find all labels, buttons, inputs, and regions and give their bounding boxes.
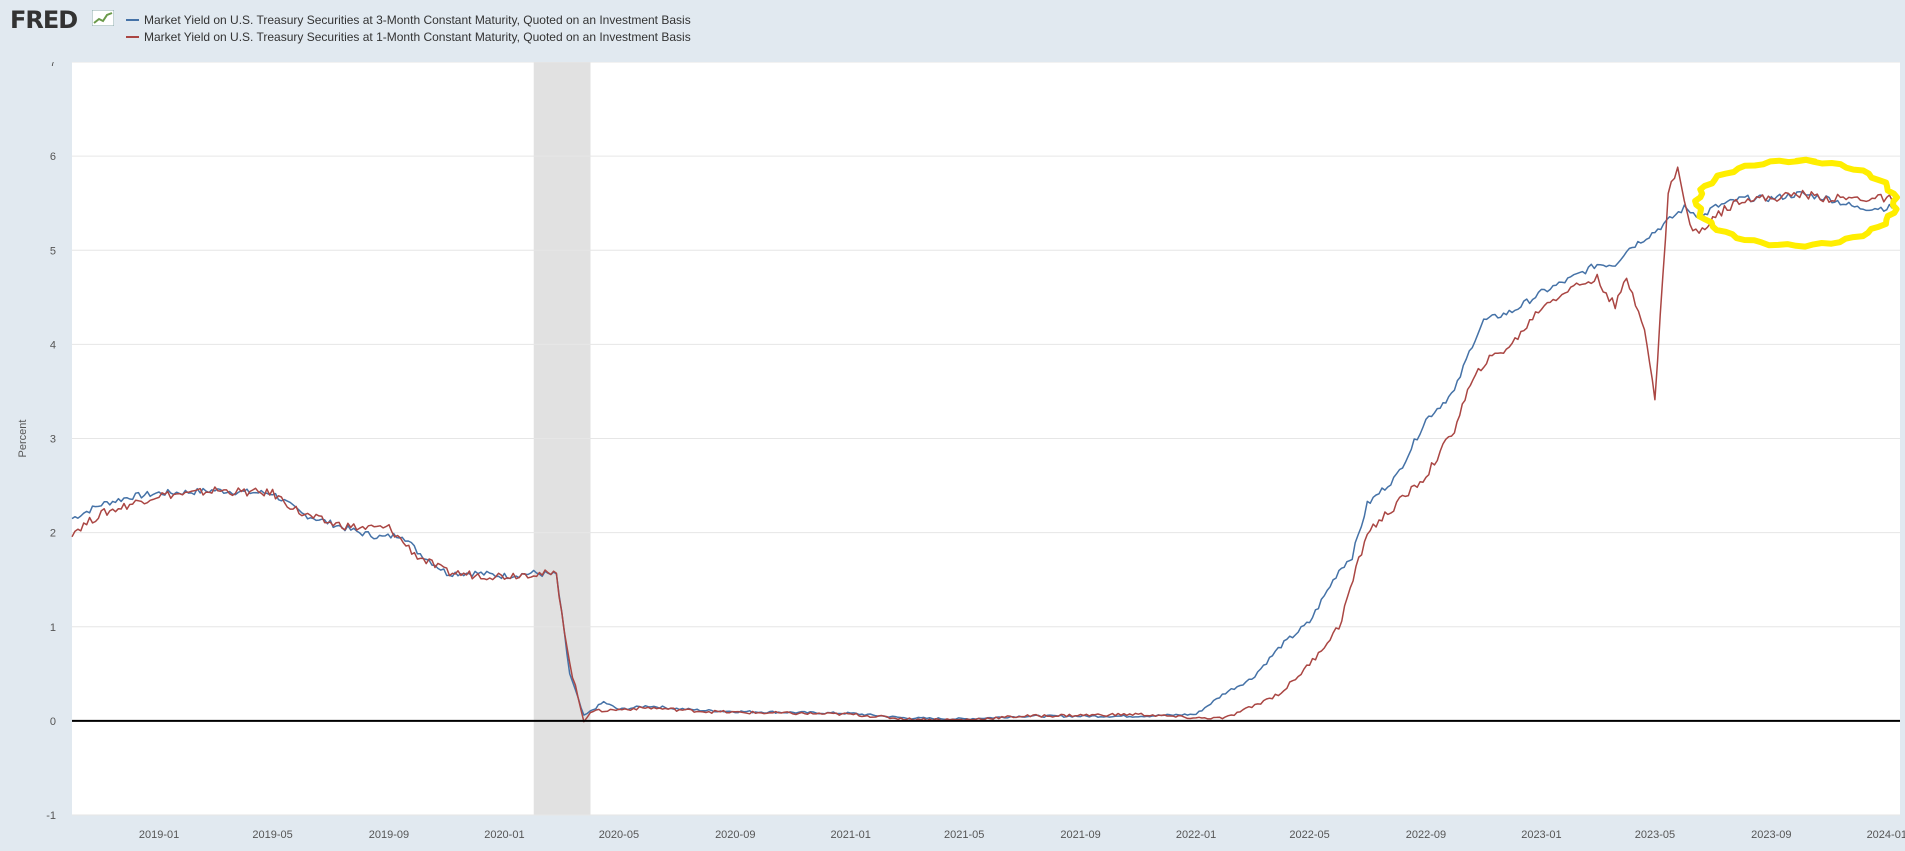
x-tick-label: 2023-05: [1635, 829, 1675, 841]
x-tick-label: 2019-05: [252, 829, 292, 841]
line-chart: -1 0 1 2 3 4 5 6 7 2019-01 2019-05 2019-09 2020-01 20…: [17, 62, 1905, 841]
x-tick-label: 2022-09: [1406, 829, 1446, 841]
y-tick-label: 1: [50, 622, 56, 634]
chart-header: FRED Market Yield on U.S. Treasury Secur…: [0, 0, 1905, 62]
legend-label-3-month: Market Yield on U.S. Treasury Securities…: [144, 13, 691, 27]
y-tick-label: 4: [50, 339, 56, 351]
y-tick-label: 6: [50, 151, 56, 163]
x-tick-label: 2021-09: [1060, 829, 1100, 841]
fred-logo[interactable]: FRED: [10, 6, 78, 34]
trend-graph-icon: [92, 10, 114, 26]
y-tick-label: 2: [50, 528, 56, 540]
x-tick-label: 2019-09: [369, 829, 409, 841]
x-tick-label: 2023-01: [1521, 829, 1561, 841]
x-tick-label: 2019-01: [139, 829, 179, 841]
y-axis-label: Percent: [17, 420, 29, 458]
y-tick-label: 7: [50, 62, 56, 69]
y-tick-label: 3: [50, 434, 56, 446]
x-tick-label: 2022-01: [1176, 829, 1216, 841]
y-tick-label: 0: [50, 716, 56, 728]
x-tick-label: 2023-09: [1751, 829, 1791, 841]
x-tick-label: 2020-09: [715, 829, 755, 841]
series-line-1-month: [71, 166, 1898, 723]
x-tick-label: 2020-01: [484, 829, 524, 841]
x-tick-label: 2024-01: [1867, 829, 1905, 841]
chart-legend: Market Yield on U.S. Treasury Securities…: [126, 12, 691, 46]
legend-item-1-month[interactable]: Market Yield on U.S. Treasury Securities…: [126, 29, 691, 46]
annotation-ellipse: [1692, 156, 1900, 250]
legend-swatch-1-month: [126, 35, 139, 38]
y-tick-label: 5: [50, 245, 56, 257]
legend-swatch-3-month: [126, 18, 139, 21]
y-tick-label: -1: [46, 810, 56, 822]
legend-label-1-month: Market Yield on U.S. Treasury Securities…: [144, 30, 691, 44]
series-line-3-month: [71, 190, 1898, 721]
x-tick-label: 2021-05: [944, 829, 984, 841]
x-tick-label: 2020-05: [599, 829, 639, 841]
legend-item-3-month[interactable]: Market Yield on U.S. Treasury Securities…: [126, 12, 691, 29]
x-tick-label: 2021-01: [831, 829, 871, 841]
x-tick-label: 2022-05: [1289, 829, 1329, 841]
